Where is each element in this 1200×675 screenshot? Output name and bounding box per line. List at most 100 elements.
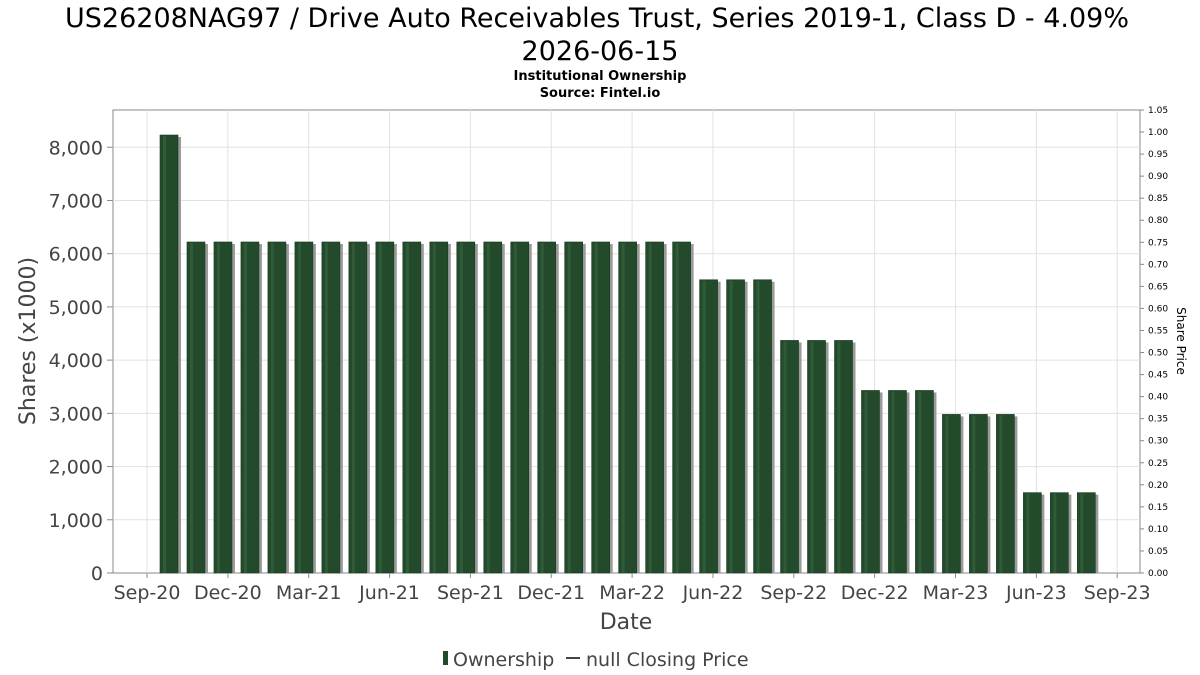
y2-tick-label: 1.05 — [1148, 106, 1168, 116]
bar-highlight — [702, 280, 706, 573]
ownership-bar — [888, 390, 907, 574]
ownership-bar — [456, 241, 476, 574]
y-axis-label: Shares (x1000) — [16, 257, 41, 425]
bar-highlight — [756, 280, 760, 573]
y2-tick-label: 0.35 — [1148, 415, 1168, 425]
ownership-bar — [672, 241, 691, 574]
ownership-bar — [402, 241, 422, 574]
x-axis-ticks: Sep-20 Dec-20 Mar-21 Jun-21 Sep-21 Dec-21 Mar-… — [114, 573, 1151, 604]
y2-tick-label: 0.05 — [1148, 547, 1168, 557]
y-tick-label: 5,000 — [49, 297, 103, 319]
y2-axis-label: Share Price — [1174, 307, 1188, 375]
bar-highlight — [864, 391, 868, 573]
bar-highlight — [891, 391, 895, 573]
ownership-bar — [213, 241, 233, 574]
y2-tick-label: 0.85 — [1148, 194, 1168, 204]
legend-closing-price-label: null Closing Price — [586, 649, 749, 671]
x-tick-label: Mar-22 — [599, 582, 665, 604]
y2-tick-label: 0.10 — [1148, 525, 1168, 535]
ownership-bar — [240, 241, 260, 574]
y-axis-ticks: 0 1,000 2,000 3,000 4,000 5,000 6,000 7,000 8,00… — [49, 137, 113, 585]
y2-tick-label: 0.90 — [1148, 172, 1168, 182]
bar-highlight — [567, 242, 571, 573]
y2-tick-label: 0.45 — [1148, 371, 1168, 381]
x-tick-label: Sep-20 — [114, 582, 181, 604]
ownership-bar — [1077, 492, 1096, 574]
ownership-bar — [186, 241, 206, 574]
bar-highlight — [297, 242, 301, 573]
bar-highlight — [351, 242, 355, 573]
ownership-bar — [942, 414, 961, 574]
bar-highlight — [594, 242, 598, 573]
chart-title-line-2: 2026-06-15 — [522, 36, 679, 67]
bar-highlight — [163, 136, 166, 574]
ownership-bar — [429, 241, 449, 574]
y2-tick-label: 0.65 — [1148, 282, 1168, 292]
y2-axis-ticks: 0.00 0.05 0.10 0.15 0.20 0.25 0.30 0.35 0.40 0.45… — [1140, 106, 1168, 579]
y2-tick-label: 0.15 — [1148, 503, 1168, 513]
x-tick-label: Sep-23 — [1084, 582, 1151, 604]
bar-highlight — [810, 341, 814, 573]
ownership-bar — [753, 279, 772, 574]
ownership-bar — [1023, 492, 1042, 574]
bar-highlight — [1053, 493, 1057, 573]
ownership-bar — [726, 279, 745, 574]
y2-tick-label: 0.40 — [1148, 393, 1168, 403]
ownership-bar — [699, 279, 718, 574]
ownership-bar — [483, 241, 503, 574]
bar-highlight — [378, 242, 382, 573]
y-tick-label: 6,000 — [49, 244, 103, 266]
y-tick-label: 3,000 — [49, 403, 103, 425]
bar-highlight — [1026, 493, 1030, 573]
y2-tick-label: 0.55 — [1148, 326, 1168, 336]
bar-highlight — [243, 242, 247, 573]
bar-highlight — [432, 242, 436, 573]
ownership-bar — [807, 340, 826, 574]
x-tick-label: Mar-21 — [276, 582, 342, 604]
y-tick-label: 8,000 — [49, 137, 103, 159]
ownership-bar — [267, 241, 287, 574]
bar-highlight — [405, 242, 409, 573]
x-axis-label: Date — [600, 610, 653, 635]
x-tick-label: Mar-23 — [923, 582, 989, 604]
x-tick-label: Sep-21 — [437, 582, 504, 604]
x-tick-label: Dec-22 — [841, 582, 909, 604]
bar-highlight — [1080, 493, 1084, 573]
y-tick-label: 7,000 — [49, 190, 103, 212]
bar-highlight — [972, 415, 976, 573]
ownership-bar — [969, 414, 988, 574]
x-tick-label: Dec-21 — [517, 582, 585, 604]
ownership-bar — [1050, 492, 1069, 574]
bar-highlight — [216, 242, 220, 573]
y-tick-label: 2,000 — [49, 457, 103, 479]
y-tick-label: 1,000 — [49, 510, 103, 532]
y2-tick-label: 0.80 — [1148, 216, 1168, 226]
x-tick-label: Jun-21 — [358, 582, 420, 604]
ownership-bar — [348, 241, 368, 574]
bar-highlight — [729, 280, 733, 573]
ownership-bar — [591, 241, 610, 574]
bar-highlight — [324, 242, 328, 573]
y2-tick-label: 0.75 — [1148, 238, 1168, 248]
legend-ownership-label: Ownership — [453, 649, 554, 671]
ownership-bar — [780, 340, 799, 574]
ownership-bar — [915, 390, 934, 574]
bar-highlight — [513, 242, 517, 573]
bar-highlight — [540, 242, 544, 573]
ownership-bars — [159, 134, 1099, 574]
ownership-bar — [564, 241, 584, 574]
ownership-bar — [861, 390, 880, 574]
y2-tick-label: 0.25 — [1148, 459, 1168, 469]
y-tick-label: 4,000 — [49, 350, 103, 372]
x-tick-label: Jun-22 — [682, 582, 744, 604]
ownership-bar — [321, 241, 341, 574]
bar-highlight — [270, 242, 274, 573]
bar-highlight — [459, 242, 463, 573]
y2-tick-label: 0.70 — [1148, 260, 1168, 270]
legend-ownership-swatch — [443, 651, 448, 665]
bar-highlight — [621, 242, 625, 573]
ownership-bar — [537, 241, 557, 574]
ownership-bar — [996, 414, 1015, 574]
bar-highlight — [999, 415, 1003, 573]
y-tick-label: 0 — [91, 563, 103, 585]
